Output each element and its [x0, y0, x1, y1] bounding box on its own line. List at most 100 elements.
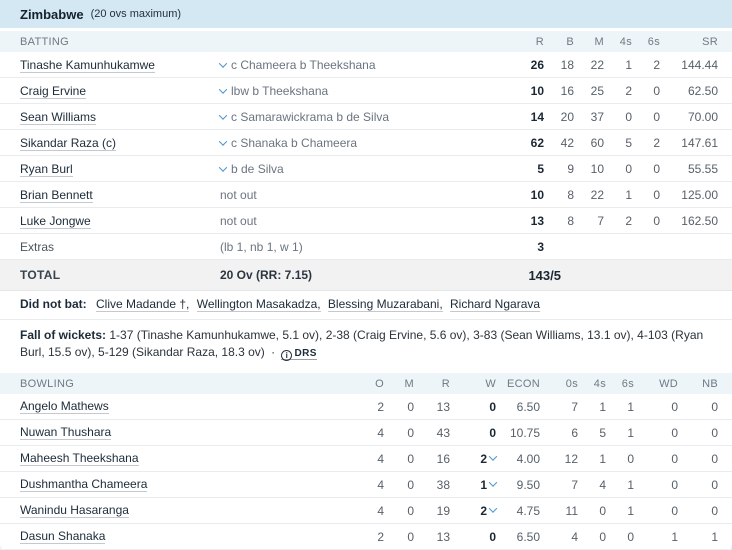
- drs-link[interactable]: i DRS: [281, 348, 317, 361]
- balls-value: 8: [567, 187, 574, 202]
- wides-value: 0: [671, 399, 678, 414]
- economy-value: 4.00: [516, 451, 540, 466]
- batting-row: Brian Bennett not out 10 8 22 1 0 125.00: [0, 182, 732, 208]
- batsman-name-link[interactable]: Luke Jongwe: [20, 213, 91, 229]
- extras-label: Extras: [20, 239, 55, 254]
- bowler-name-link[interactable]: Dasun Shanaka: [20, 529, 106, 544]
- info-icon: i: [281, 350, 293, 361]
- sixes-conceded-value: 1: [627, 503, 634, 518]
- dismissal-cell[interactable]: b de Silva: [218, 162, 504, 176]
- fall-of-wickets-block: Fall of wickets: 1-37 (Tinashe Kamunhuka…: [0, 320, 732, 373]
- dots-value: 12: [564, 451, 578, 466]
- dismissal-text: c Chameera b Theekshana: [231, 57, 376, 72]
- wides-value: 0: [671, 477, 678, 492]
- bowling-row: Angelo Mathews 2 0 13 0 6.50 7 1 1 0 0: [0, 394, 732, 420]
- did-not-bat-player-link[interactable]: Richard Ngarava: [450, 297, 541, 312]
- wickets-cell-expandable[interactable]: 1: [450, 478, 498, 492]
- dismissal-cell[interactable]: c Chameera b Theekshana: [218, 57, 504, 72]
- strike-rate-value: 147.61: [681, 135, 718, 150]
- batting-section-header: BATTING R B M 4s 6s SR: [0, 31, 732, 52]
- dismissal-text: c Shanaka b Chameera: [231, 135, 358, 150]
- team-name: Zimbabwe: [20, 6, 84, 22]
- fours-conceded-value: 4: [599, 477, 606, 492]
- col-header-maidens: M: [404, 377, 414, 390]
- batsman-name-link[interactable]: Craig Ervine: [20, 83, 87, 99]
- wides-value: 0: [671, 451, 678, 466]
- wickets-value: 0: [489, 399, 496, 414]
- maidens-value: 0: [407, 399, 414, 414]
- dots-value: 7: [571, 477, 578, 492]
- dismissal-cell[interactable]: c Samarawickrama b de Silva: [218, 110, 504, 124]
- dismissal-cell[interactable]: lbw b Theekshana: [218, 84, 504, 98]
- col-header-overs: O: [375, 377, 384, 390]
- col-header-dots: 0s: [565, 377, 578, 390]
- economy-value: 4.75: [516, 503, 540, 518]
- extras-row: Extras (lb 1, nb 1, w 1) 3: [0, 234, 732, 260]
- overs-value: 2: [377, 529, 384, 544]
- noballs-value: 0: [711, 451, 718, 466]
- minutes-value: 22: [590, 57, 604, 72]
- bowling-row: Dasun Shanaka 2 0 13 0 6.50 4 0 0 1 1: [0, 524, 732, 550]
- fours-conceded-value: 5: [599, 425, 606, 440]
- strike-rate-value: 125.00: [681, 187, 718, 202]
- did-not-bat-label: Did not bat:: [20, 297, 87, 311]
- balls-value: 9: [567, 161, 574, 176]
- batting-row: Ryan Burl b de Silva 5 9 10 0 0 55.55: [0, 156, 732, 182]
- wickets-cell: 0: [450, 530, 496, 544]
- bowler-name-link[interactable]: Maheesh Theekshana: [20, 451, 139, 466]
- batsman-name-link[interactable]: Sikandar Raza (c): [20, 135, 117, 151]
- batsman-name-link[interactable]: Brian Bennett: [20, 187, 93, 203]
- noballs-value: 0: [711, 503, 718, 518]
- dismissal-text: not out: [220, 213, 257, 228]
- batsman-name-link[interactable]: Tinashe Kamunhukamwe: [20, 57, 155, 73]
- noballs-value: 0: [711, 477, 718, 492]
- total-label: TOTAL: [20, 268, 61, 282]
- wickets-value: 0: [489, 425, 496, 440]
- bowler-name-link[interactable]: Dushmantha Chameera: [20, 477, 148, 492]
- dots-value: 7: [571, 399, 578, 414]
- did-not-bat-player-link[interactable]: Wellington Masakadza,: [196, 297, 321, 312]
- did-not-bat-player-link[interactable]: Clive Madande †,: [96, 297, 190, 312]
- minutes-value: 37: [590, 109, 604, 124]
- fall-of-wickets-text: 1-37 (Tinashe Kamunhukamwe, 5.1 ov), 2-3…: [20, 328, 704, 359]
- col-header-balls: B: [566, 35, 574, 48]
- col-header-runs: R: [535, 35, 544, 48]
- batting-row: Luke Jongwe not out 13 8 7 2 0 162.50: [0, 208, 732, 234]
- fours-value: 1: [625, 57, 632, 72]
- noballs-value: 0: [711, 425, 718, 440]
- sixes-value: 0: [653, 213, 660, 228]
- wickets-cell-expandable[interactable]: 2: [450, 504, 498, 518]
- fours-value: 2: [625, 83, 632, 98]
- dismissal-cell[interactable]: c Shanaka b Chameera: [218, 135, 504, 150]
- minutes-value: 25: [590, 83, 604, 98]
- balls-value: 20: [560, 109, 574, 124]
- batsman-name-link[interactable]: Sean Williams: [20, 109, 97, 125]
- bowler-name-link[interactable]: Angelo Mathews: [20, 399, 109, 414]
- col-header-noballs: NB: [702, 377, 718, 390]
- col-header-fours: 4s: [619, 35, 632, 48]
- bowler-name-link[interactable]: Nuwan Thushara: [20, 425, 112, 440]
- maidens-value: 0: [407, 477, 414, 492]
- col-header-strike-rate: SR: [702, 35, 718, 48]
- col-header-minutes: M: [594, 35, 604, 48]
- did-not-bat-player-link[interactable]: Blessing Muzarabani,: [327, 297, 443, 312]
- sixes-conceded-value: 1: [627, 425, 634, 440]
- batting-row: Sean Williams c Samarawickrama b de Silv…: [0, 104, 732, 130]
- balls-value: 18: [560, 57, 574, 72]
- wides-value: 0: [671, 425, 678, 440]
- wickets-cell-expandable[interactable]: 2: [450, 452, 498, 466]
- noballs-value: 1: [711, 529, 718, 544]
- dismissal-cell: not out: [220, 188, 504, 202]
- batsman-name-link[interactable]: Ryan Burl: [20, 161, 73, 177]
- sixes-conceded-value: 1: [627, 399, 634, 414]
- col-header-sixes: 6s: [647, 35, 660, 48]
- wides-value: 0: [671, 503, 678, 518]
- overs-value: 4: [377, 425, 384, 440]
- chevron-down-icon: [218, 136, 228, 146]
- fours-value: 5: [625, 135, 632, 150]
- minutes-value: 7: [597, 213, 604, 228]
- maidens-value: 0: [407, 425, 414, 440]
- extras-detail: (lb 1, nb 1, w 1): [220, 239, 303, 254]
- bowler-name-link[interactable]: Wanindu Hasaranga: [20, 503, 129, 518]
